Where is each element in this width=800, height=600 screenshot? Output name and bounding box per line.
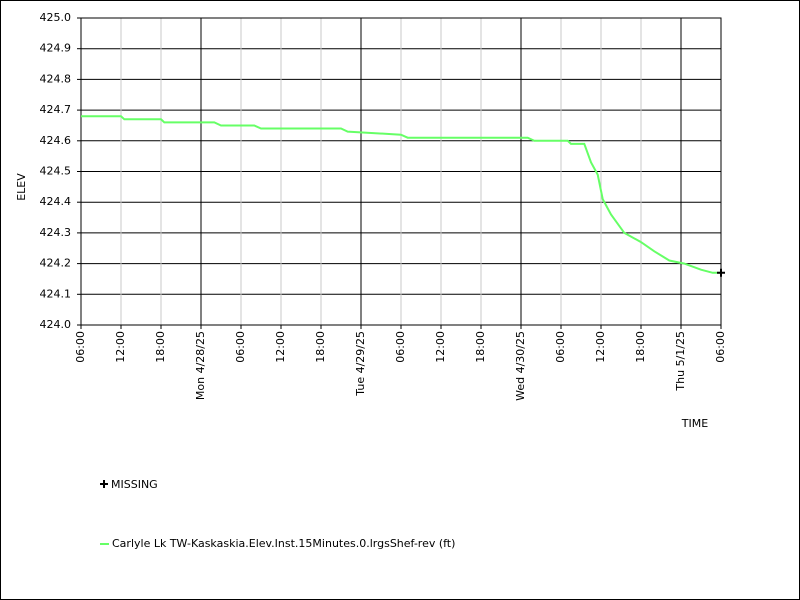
y-tick-label: 424.9 [40,42,72,55]
x-tick-label: 12:00 [274,331,287,363]
legend-label: MISSING [111,478,158,491]
series-line [81,115,721,274]
legend-label: Carlyle Lk TW-Kaskaskia.Elev.Inst.15Minu… [112,537,455,550]
y-axis-label: ELEV [15,173,28,201]
x-tick-label: 18:00 [314,331,327,363]
y-tick-label: 424.1 [40,287,72,300]
y-tick-label: 424.7 [40,103,72,116]
x-tick-label: 06:00 [74,331,87,363]
x-tick-label: Tue 4/29/25 [354,331,367,397]
x-tick-label: Mon 4/28/25 [194,331,207,400]
x-tick-label: 18:00 [474,331,487,363]
x-tick-label: Wed 4/30/25 [514,331,527,401]
x-tick-label: 12:00 [114,331,127,363]
y-tick-label: 424.8 [40,72,72,85]
x-tick-label: 12:00 [594,331,607,363]
x-tick-label: 06:00 [714,331,727,363]
y-tick-label: 424.3 [40,226,72,239]
x-tick-label: Thu 5/1/25 [674,331,687,392]
plot-border [80,17,722,326]
y-tick-label: 424.0 [40,318,72,331]
y-tick-label: 424.6 [40,134,72,147]
x-tick-label: 06:00 [554,331,567,363]
missing-marker [717,268,725,277]
x-tick-label: 18:00 [154,331,167,363]
legend-swatch [100,480,108,488]
x-tick-label: 12:00 [434,331,447,363]
x-axis-label: TIME [681,417,708,430]
y-tick-label: 424.2 [40,257,72,270]
x-tick-label: 06:00 [234,331,247,363]
y-tick-label: 424.5 [40,165,72,178]
x-tick-label: 06:00 [394,331,407,363]
y-tick-label: 425.0 [40,11,72,24]
x-tick-label: 18:00 [634,331,647,363]
y-tick-label: 424.4 [40,195,72,208]
